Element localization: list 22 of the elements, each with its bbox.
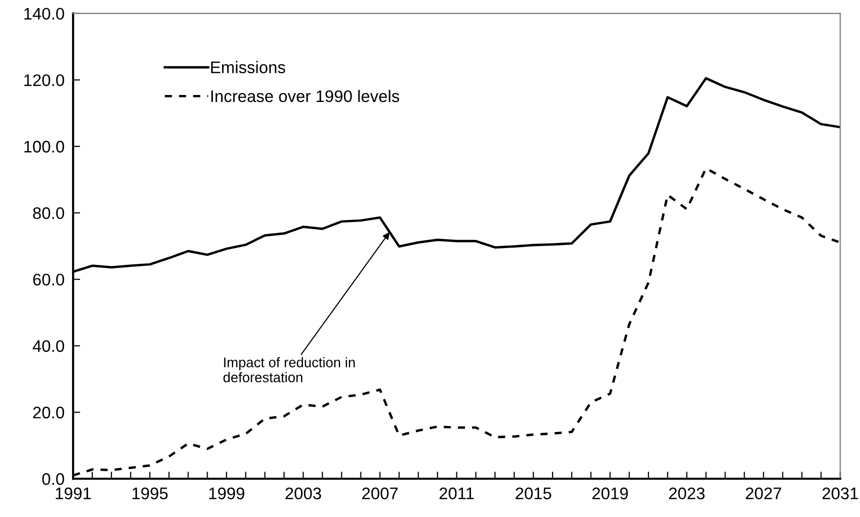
y-tick-label: 20.0 xyxy=(33,406,64,418)
y-tick-label: 0.0 xyxy=(42,473,64,485)
x-tick-label: 2031 xyxy=(822,488,858,500)
x-tick-label: 2011 xyxy=(440,488,474,500)
x-tick-label: 2003 xyxy=(286,488,322,500)
y-tick-label: 60.0 xyxy=(33,274,64,286)
x-tick-label: 2007 xyxy=(362,488,398,500)
legend-label: Increase over 1990 levels xyxy=(211,90,400,102)
y-tick-label: 80.0 xyxy=(33,207,64,220)
x-tick-label: 1991 xyxy=(56,488,91,500)
x-tick-label: 2019 xyxy=(592,488,628,500)
x-tick-label: 2027 xyxy=(746,488,782,500)
x-tick-label: 1995 xyxy=(132,488,168,500)
y-tick-label: 120.0 xyxy=(24,74,64,86)
annotation: Impact of reduction in deforestation xyxy=(223,357,355,382)
legend-label: Emissions xyxy=(211,61,286,74)
y-tick-label: 40.0 xyxy=(32,340,64,352)
x-tick-label: 1999 xyxy=(209,488,244,500)
x-tick-label: 2023 xyxy=(669,488,705,500)
y-tick-label: 140.0 xyxy=(24,8,64,20)
y-tick-label: 100.0 xyxy=(24,140,64,153)
x-tick-label: 2015 xyxy=(516,488,552,500)
